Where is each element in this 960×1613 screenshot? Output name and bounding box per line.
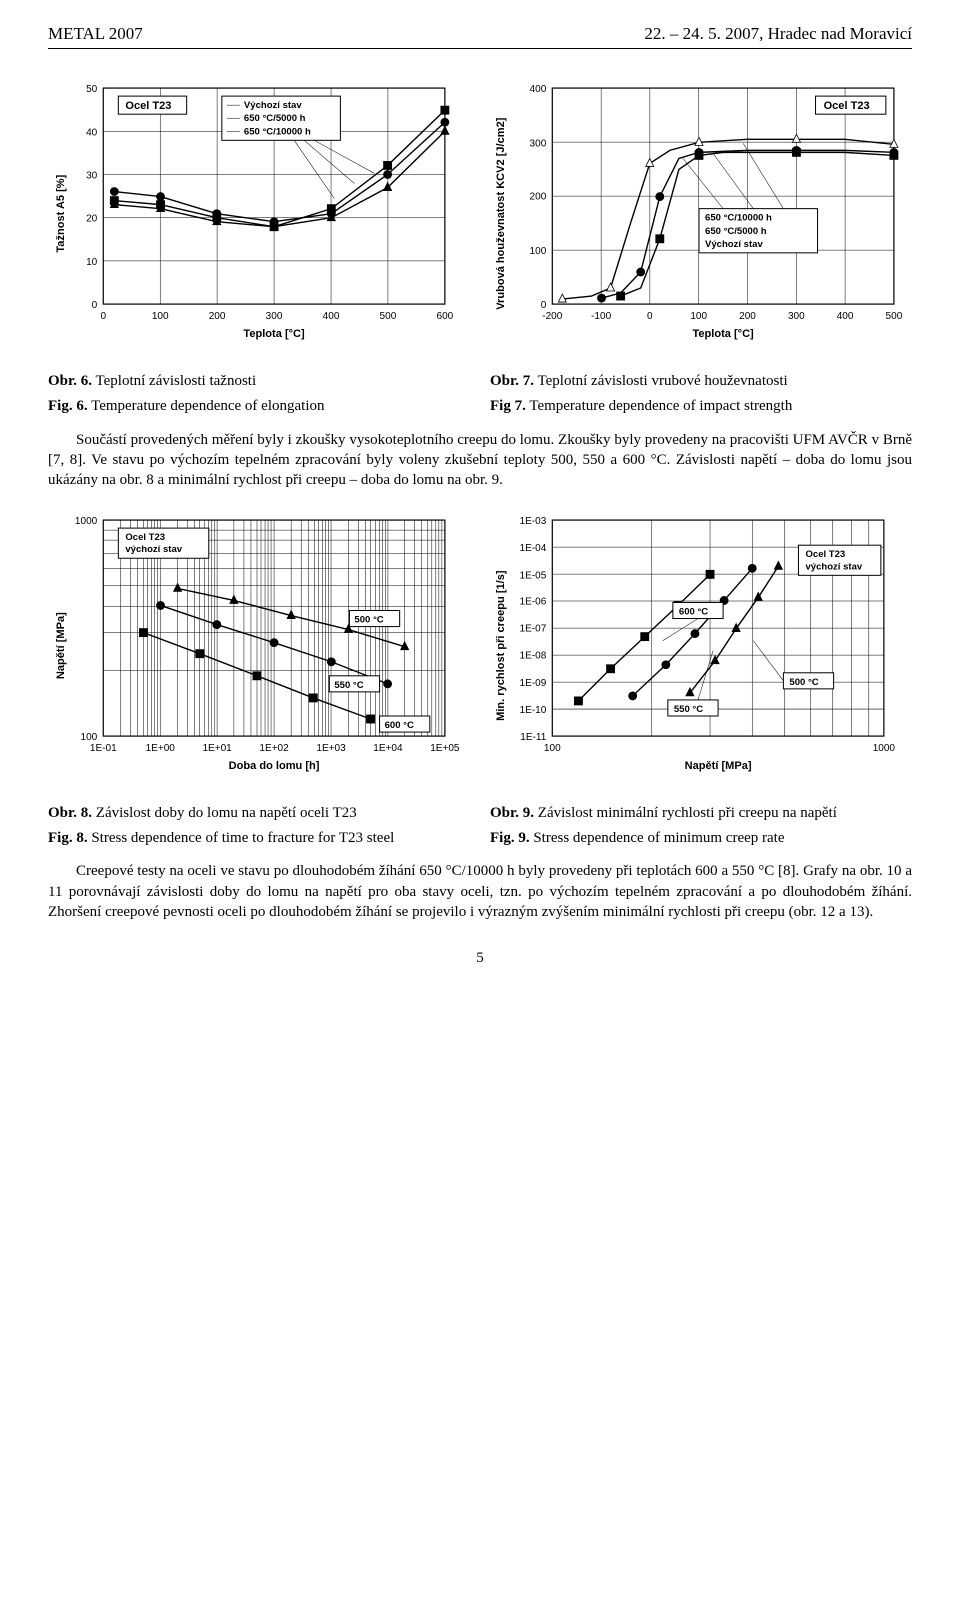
c6-xlabel: Teplota [°C]	[243, 328, 305, 340]
chart-9: 1E-11 1E-10 1E-09 1E-08 1E-07 1E-06 1E-05 1E-…	[490, 505, 912, 786]
c7-leg0: 650 °C/10000 h	[705, 213, 772, 224]
svg-text:výchozí stav: výchozí stav	[125, 544, 182, 555]
paragraph-1: Součástí provedených měření byly i zkouš…	[48, 430, 912, 491]
svg-text:1E-10: 1E-10	[519, 705, 546, 716]
caption-7-en: Fig 7. Temperature dependence of impact …	[490, 397, 912, 416]
svg-text:500: 500	[886, 311, 903, 322]
chart-8: 1E-01 1E+00 1E+01 1E+02 1E+03 1E+04 1E+05 100…	[48, 505, 470, 786]
svg-text:0: 0	[541, 300, 547, 311]
svg-text:20: 20	[86, 214, 98, 225]
chart-7: 0 100 200 300 400 -200 -100 0 100 200 30…	[490, 73, 912, 354]
svg-text:1E+00: 1E+00	[146, 743, 176, 754]
caption-8-cz: Obr. 8. Závislost doby do lomu na napětí…	[48, 804, 470, 823]
c6-leg1: 650 °C/5000 h	[244, 113, 306, 124]
svg-text:400: 400	[837, 311, 854, 322]
svg-text:1E-01: 1E-01	[90, 743, 117, 754]
c6-leg0: Výchozí stav	[244, 100, 302, 111]
svg-text:1E-03: 1E-03	[519, 516, 546, 527]
svg-text:40: 40	[86, 127, 98, 138]
svg-text:10: 10	[86, 257, 98, 268]
svg-text:200: 200	[530, 192, 547, 203]
svg-text:1000: 1000	[75, 516, 98, 527]
svg-text:1E+04: 1E+04	[373, 743, 403, 754]
svg-text:0: 0	[92, 300, 98, 311]
caption-9-cz: Obr. 9. Závislost minimální rychlosti př…	[490, 804, 912, 823]
page-number: 5	[48, 950, 912, 967]
c6-title: Ocel T23	[125, 100, 171, 112]
svg-text:1E-05: 1E-05	[519, 570, 546, 581]
caption-6-en: Fig. 6. Temperature dependence of elonga…	[48, 397, 470, 416]
svg-text:400: 400	[530, 84, 547, 95]
svg-text:300: 300	[266, 311, 283, 322]
svg-text:100: 100	[152, 311, 169, 322]
svg-text:výchozí stav: výchozí stav	[805, 561, 862, 572]
caption-7-cz: Obr. 7. Teplotní závislosti vrubové houž…	[490, 372, 912, 391]
svg-text:300: 300	[788, 311, 805, 322]
svg-text:Ocel T23: Ocel T23	[125, 532, 165, 543]
chart-6: 0 10 20 30 40 50 0 100 200 300 400 500 6…	[48, 73, 470, 354]
header-left: METAL 2007	[48, 24, 143, 44]
svg-text:1E-04: 1E-04	[519, 543, 546, 554]
svg-text:1E-08: 1E-08	[519, 650, 546, 661]
svg-text:100: 100	[544, 743, 561, 754]
svg-text:0: 0	[647, 311, 653, 322]
svg-text:600: 600	[437, 311, 454, 322]
svg-text:Ocel T23: Ocel T23	[805, 549, 845, 560]
svg-text:1E+02: 1E+02	[259, 743, 289, 754]
svg-text:0: 0	[100, 311, 106, 322]
svg-text:-100: -100	[591, 311, 611, 322]
c7-leg2: Výchozí stav	[705, 239, 763, 250]
svg-text:500 °C: 500 °C	[354, 614, 383, 625]
svg-text:1E+05: 1E+05	[430, 743, 460, 754]
paragraph-2: Creepové testy na oceli ve stavu po dlou…	[48, 861, 912, 922]
c9-xlabel: Napětí [MPa]	[685, 760, 752, 772]
c6-ylabel: Tažnost A5 [%]	[55, 174, 67, 252]
svg-text:200: 200	[209, 311, 226, 322]
svg-text:100: 100	[690, 311, 707, 322]
svg-text:500: 500	[380, 311, 397, 322]
svg-text:500 °C: 500 °C	[789, 676, 818, 687]
svg-text:1E-09: 1E-09	[519, 677, 546, 688]
header-rule	[48, 48, 912, 49]
header-right: 22. – 24. 5. 2007, Hradec nad Moravicí	[644, 24, 912, 44]
svg-text:550 °C: 550 °C	[674, 704, 703, 715]
svg-text:50: 50	[86, 84, 98, 95]
svg-text:30: 30	[86, 170, 98, 181]
svg-text:1E+03: 1E+03	[316, 743, 346, 754]
svg-text:100: 100	[530, 246, 547, 257]
svg-text:100: 100	[80, 732, 97, 743]
caption-9-en: Fig. 9. Stress dependence of minimum cre…	[490, 829, 912, 848]
svg-text:600 °C: 600 °C	[679, 606, 708, 617]
svg-text:300: 300	[530, 138, 547, 149]
svg-text:-200: -200	[542, 311, 562, 322]
c7-xlabel: Teplota [°C]	[692, 328, 754, 340]
svg-text:1E-06: 1E-06	[519, 596, 546, 607]
svg-text:400: 400	[323, 311, 340, 322]
c8-xlabel: Doba do lomu [h]	[229, 760, 320, 772]
c7-title: Ocel T23	[824, 100, 870, 112]
c7-ylabel: Vrubová houževnatost KCV2 [J/cm2]	[495, 117, 507, 309]
svg-text:1000: 1000	[873, 743, 896, 754]
svg-text:1E-07: 1E-07	[519, 623, 546, 634]
c7-leg1: 650 °C/5000 h	[705, 226, 767, 237]
c9-ylabel: Min. rychlost při creepu [1/s]	[495, 570, 507, 721]
svg-text:1E+01: 1E+01	[202, 743, 232, 754]
svg-text:200: 200	[739, 311, 756, 322]
caption-6-cz: Obr. 6. Teplotní závislosti tažnosti	[48, 372, 470, 391]
c8-ylabel: Napětí [MPa]	[55, 611, 67, 678]
caption-8-en: Fig. 8. Stress dependence of time to fra…	[48, 829, 470, 848]
svg-text:600 °C: 600 °C	[385, 720, 414, 731]
svg-text:1E-11: 1E-11	[520, 732, 546, 743]
svg-text:550 °C: 550 °C	[334, 679, 363, 690]
c6-leg2: 650 °C/10000 h	[244, 126, 311, 137]
